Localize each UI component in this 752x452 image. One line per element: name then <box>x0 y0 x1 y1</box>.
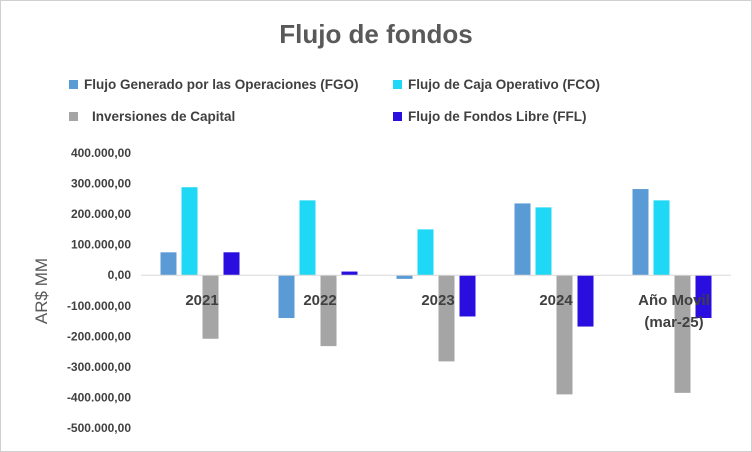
legend-item-ffl: Flujo de Fondos Libre (FFL) <box>393 109 586 124</box>
bar <box>299 200 316 276</box>
y-tick-label: 0,00 <box>108 268 132 282</box>
bar <box>577 275 594 327</box>
y-tick-label: -300.000,00 <box>67 360 131 374</box>
bar <box>341 271 358 276</box>
legend-label-fgo: Flujo Generado por las Operaciones (FGO) <box>84 77 359 92</box>
bar <box>632 189 649 276</box>
bar <box>459 275 476 317</box>
bar <box>438 275 455 362</box>
category-label: 2021 <box>185 292 218 309</box>
legend-swatch-fgo <box>69 80 78 89</box>
bar <box>278 275 295 318</box>
bar <box>320 275 337 347</box>
bar <box>514 203 531 276</box>
bar <box>417 229 434 276</box>
legend-swatch-capex <box>69 112 78 121</box>
legend-item-fgo: Flujo Generado por las Operaciones (FGO) <box>69 77 359 92</box>
bar-group <box>160 187 712 395</box>
bar <box>181 187 198 276</box>
legend-swatch-fco <box>393 80 402 89</box>
bar <box>223 252 240 276</box>
legend-swatch-ffl <box>393 112 402 121</box>
legend-item-fco: Flujo de Caja Operativo (FCO) <box>393 77 600 92</box>
bar <box>695 275 712 318</box>
y-tick-label: -200.000,00 <box>67 329 131 343</box>
y-tick-label: 100.000,00 <box>71 238 131 252</box>
y-axis-label: AR$ MM <box>32 258 51 324</box>
y-tick-label: 400.000,00 <box>71 146 131 160</box>
y-tick-label: -400.000,00 <box>67 390 131 404</box>
y-tick-group: 400.000,00 300.000,00 200.000,00 100.000,00… <box>67 146 131 435</box>
bar <box>535 207 552 276</box>
y-tick-label: 200.000,00 <box>71 207 131 221</box>
category-label: 2023 <box>421 292 454 309</box>
bar <box>202 275 219 339</box>
bar <box>160 252 177 276</box>
bar <box>556 275 573 395</box>
y-tick-label: -100.000,00 <box>67 299 131 313</box>
category-label: (mar-25) <box>644 314 703 331</box>
bar <box>396 275 413 279</box>
legend-label-capex: Inversiones de Capital <box>92 109 236 124</box>
legend-item-capex: Inversiones de Capital <box>69 109 235 124</box>
chart-title: Flujo de fondos <box>279 19 473 49</box>
legend-label-fco: Flujo de Caja Operativo (FCO) <box>408 77 601 92</box>
bar <box>653 200 670 276</box>
legend-label-ffl: Flujo de Fondos Libre (FFL) <box>408 109 587 124</box>
bar <box>674 275 691 393</box>
category-label: Año Movil <box>638 292 710 309</box>
category-label: 2022 <box>303 292 336 309</box>
y-tick-label: -500.000,00 <box>67 421 131 435</box>
category-label: 2024 <box>539 292 573 309</box>
y-tick-label: 300.000,00 <box>71 177 131 191</box>
category-label-group: 2021 2022 2023 2024 Año Movil (mar-25) <box>185 292 710 331</box>
